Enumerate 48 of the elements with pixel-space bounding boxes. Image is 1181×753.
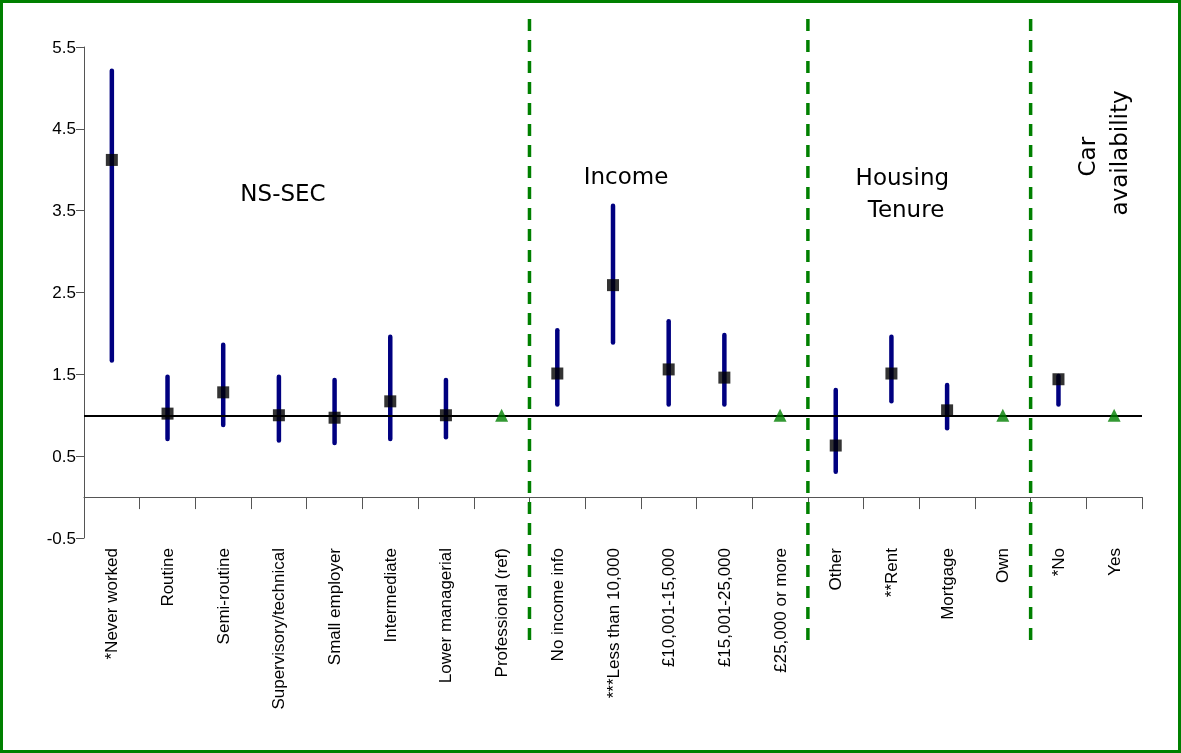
point [996, 408, 1010, 422]
point [328, 411, 341, 424]
annotation: Income [583, 163, 669, 189]
x-tick-label: Professional (ref) [492, 548, 512, 678]
point [217, 386, 230, 399]
x-tick-label: No income info [547, 548, 567, 662]
point [607, 279, 619, 292]
x-tick-label: Lower managerial [436, 548, 456, 684]
y-tick-label: 0.5 [52, 446, 76, 466]
point [773, 408, 787, 422]
x-tick-label: ***Less than 10,000 [603, 548, 623, 699]
y-tick-label: 3.5 [52, 201, 76, 221]
x-tick-label: £10,001-15,000 [659, 548, 679, 668]
annotation: Housing Tenure [855, 164, 957, 222]
annotation: Car availability [1074, 90, 1132, 216]
x-tick-label: **Rent [881, 547, 901, 598]
y-tick-label: 4.5 [52, 119, 76, 139]
x-tick-label: Routine [158, 548, 178, 607]
x-tick-label: Mortgage [937, 548, 957, 620]
point [829, 439, 842, 452]
y-tick-label: 1.5 [52, 364, 76, 384]
x-tick-label: Other [826, 547, 846, 591]
point [662, 363, 675, 376]
point [272, 409, 285, 422]
x-tick-label: *No [1048, 548, 1068, 577]
y-tick-label: -0.5 [46, 528, 76, 548]
x-tick-label: *Never worked [102, 548, 122, 660]
x-tick-label: Supervisory/technical [269, 548, 289, 710]
point [439, 409, 452, 422]
x-tick-label: Own [993, 548, 1013, 583]
x-tick-label: Small employer [325, 547, 345, 666]
y-tick-label: 2.5 [52, 283, 76, 302]
point [885, 367, 898, 380]
point [384, 395, 397, 408]
x-tick-label: £25,000 or more [770, 548, 790, 673]
x-tick-label: Intermediate [380, 548, 400, 643]
point [1107, 408, 1121, 422]
x-tick-label: £15,001-25,000 [714, 548, 734, 668]
x-tick-label: Yes [1104, 548, 1124, 576]
point [495, 408, 509, 422]
point [718, 371, 731, 384]
point [105, 153, 118, 166]
point [1052, 373, 1065, 386]
y-tick-label: 5.5 [52, 37, 76, 57]
annotation: NS-SEC [240, 180, 326, 206]
x-tick-label: Semi-routine [213, 548, 233, 645]
point [161, 407, 174, 420]
point [551, 367, 564, 380]
